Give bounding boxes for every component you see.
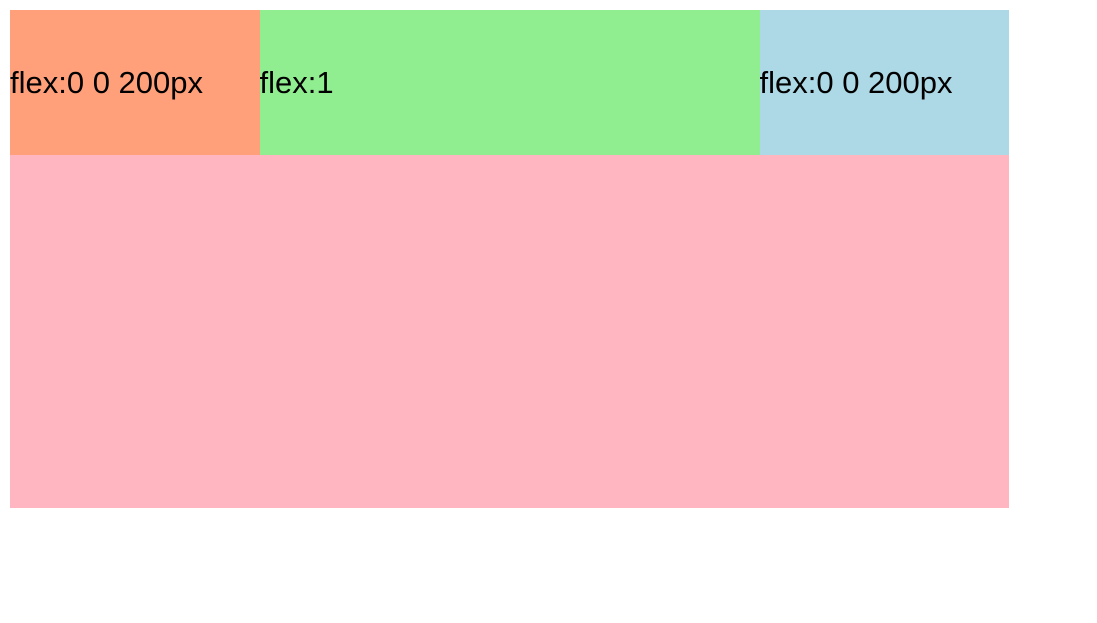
flex-item-grow-label: flex:1	[259, 64, 334, 100]
flex-item-fixed-left-label: flex:0 0 200px	[10, 64, 204, 100]
flex-item-fixed-right-label: flex:0 0 200px	[759, 64, 953, 100]
bottom-block	[10, 155, 1009, 508]
flex-item-grow: flex:1	[259, 10, 760, 155]
flex-row-container: flex:0 0 200px flex:1 flex:0 0 200px	[10, 10, 1009, 155]
flex-item-fixed-right: flex:0 0 200px	[759, 10, 1009, 155]
flex-item-fixed-left: flex:0 0 200px	[10, 10, 260, 155]
